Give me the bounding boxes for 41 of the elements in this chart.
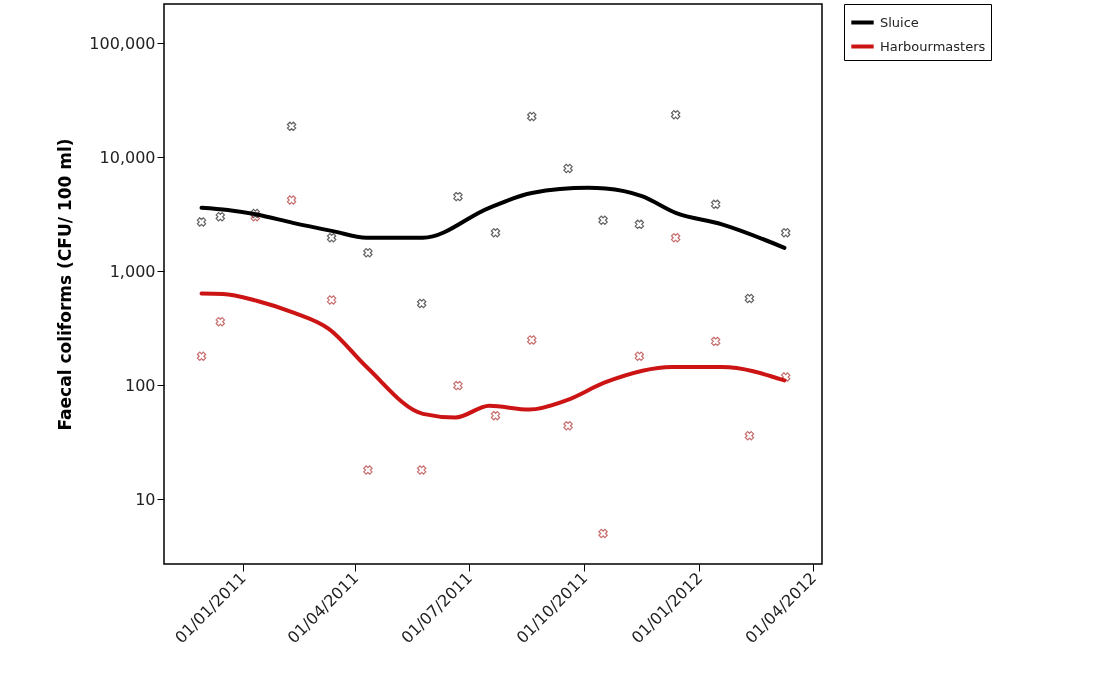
point [710,336,721,347]
point [670,110,681,120]
point [634,219,645,230]
legend-label: Harbourmasters [880,38,986,54]
point [710,199,721,210]
point [780,228,791,238]
point [453,191,463,202]
point [196,217,207,227]
point [490,228,501,238]
point [598,528,608,539]
y-axis-title: Faecal coliforms (CFU/ 100 ml) [55,138,76,431]
point [744,293,755,304]
point [744,430,755,441]
point [563,421,573,431]
point [416,298,427,309]
y-tick-label: 100,000 [89,33,156,53]
point [453,380,463,391]
point [563,163,573,174]
point [490,410,501,421]
line-series [199,185,787,250]
y-tick-label: 10,000 [99,147,156,167]
point [326,233,337,243]
y-tick-label: 100 [124,375,156,395]
point [634,351,645,362]
point [527,335,537,345]
point [780,372,791,382]
point [598,215,608,226]
point [416,465,427,475]
y-tick-label: 10 [135,489,156,509]
point [215,211,226,222]
point [363,465,373,475]
point [670,233,681,243]
legend-label: Sluice [880,14,919,30]
point [363,247,373,258]
y-tick-label: 1,000 [109,261,156,281]
point [215,316,226,327]
point [286,195,297,205]
point [286,121,297,132]
point [527,111,537,122]
point [196,351,207,362]
point [326,295,337,305]
